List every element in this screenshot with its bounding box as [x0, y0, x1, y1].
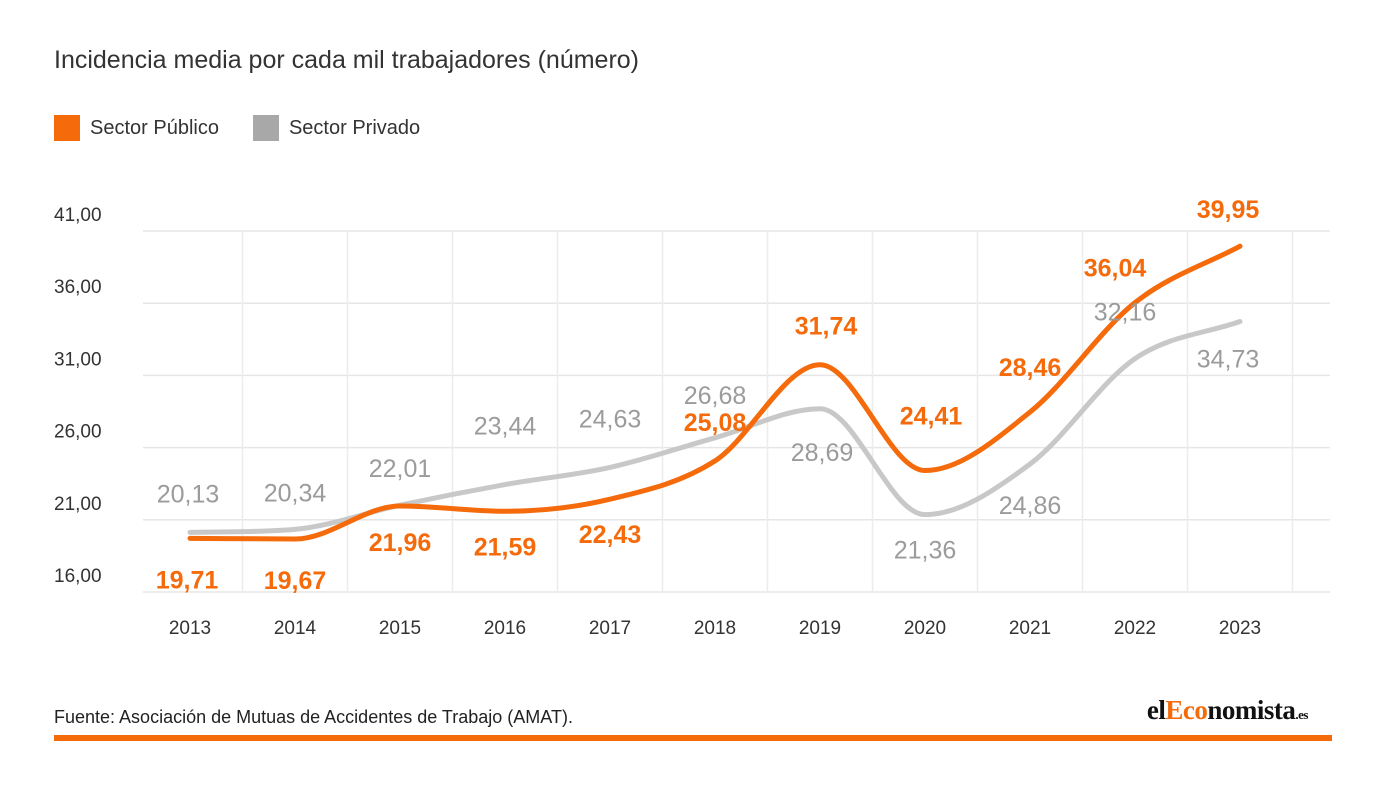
- x-tick-label: 2022: [1114, 618, 1156, 639]
- data-label-private: 32,16: [1094, 299, 1157, 327]
- data-label-public: 19,67: [264, 567, 327, 595]
- data-label-private: 23,44: [474, 413, 537, 441]
- brand-tld: .es: [1295, 707, 1308, 722]
- legend-label-private: Sector Privado: [288, 116, 421, 139]
- series-line-public: [187, 243, 1243, 542]
- y-tick-label: 21,00: [54, 494, 102, 515]
- data-label-public: 21,59: [474, 533, 537, 561]
- data-label-public: 25,08: [684, 409, 747, 437]
- x-tick-label: 2019: [799, 618, 841, 639]
- data-label-public: 39,95: [1197, 196, 1260, 224]
- x-tick-label: 2013: [169, 618, 211, 639]
- data-label-private: 20,34: [264, 479, 327, 507]
- legend: Sector Público Sector Privado: [54, 115, 454, 141]
- legend-label-public: Sector Público: [90, 116, 219, 139]
- data-label-private: 26,68: [684, 382, 747, 410]
- data-label-private: 24,86: [999, 492, 1062, 520]
- y-tick-label: 31,00: [54, 349, 102, 370]
- x-tick-label: 2023: [1219, 618, 1261, 639]
- data-label-private: 34,73: [1197, 346, 1260, 374]
- data-label-private: 24,63: [579, 405, 642, 433]
- data-label-public: 22,43: [579, 521, 642, 549]
- brand-suffix: nomista: [1207, 695, 1296, 725]
- x-tick-label: 2018: [694, 618, 736, 639]
- y-tick-label: 41,00: [54, 205, 102, 226]
- source-note: Fuente: Asociación de Mutuas de Accident…: [54, 707, 573, 727]
- data-label-public: 28,46: [999, 354, 1062, 382]
- x-tick-label: 2020: [904, 618, 946, 639]
- legend-swatch-private: [252, 115, 279, 141]
- y-tick-label: 16,00: [54, 566, 102, 587]
- y-tick-label: 36,00: [54, 277, 102, 298]
- footer-bar: [54, 735, 1332, 741]
- x-tick-label: 2017: [589, 618, 631, 639]
- data-label-private: 21,36: [894, 537, 957, 565]
- brand-accent: Eco: [1165, 695, 1208, 725]
- x-tick-label: 2014: [274, 618, 317, 639]
- x-tick-label: 2016: [484, 618, 526, 639]
- data-label-public: 21,96: [369, 529, 432, 557]
- data-label-private: 22,01: [369, 455, 432, 483]
- data-label-private: 20,13: [157, 480, 220, 508]
- legend-swatch-public: [54, 115, 80, 141]
- data-label-public: 36,04: [1084, 255, 1147, 283]
- x-tick-label: 2015: [379, 618, 421, 639]
- legend-item-public: Sector Público: [54, 115, 219, 141]
- y-tick-label: 26,00: [54, 422, 102, 443]
- brand-prefix: el: [1146, 695, 1166, 725]
- data-label-public: 24,41: [900, 403, 963, 431]
- data-label-public: 31,74: [795, 313, 858, 341]
- brand-logo: elEconomista.es: [1146, 695, 1309, 726]
- x-tick-label: 2021: [1009, 618, 1051, 639]
- data-label-private: 28,69: [791, 439, 854, 467]
- legend-item-private: Sector Privado: [252, 115, 421, 141]
- chart-title: Incidencia media por cada mil trabajador…: [54, 46, 640, 74]
- data-label-public: 19,71: [156, 566, 219, 594]
